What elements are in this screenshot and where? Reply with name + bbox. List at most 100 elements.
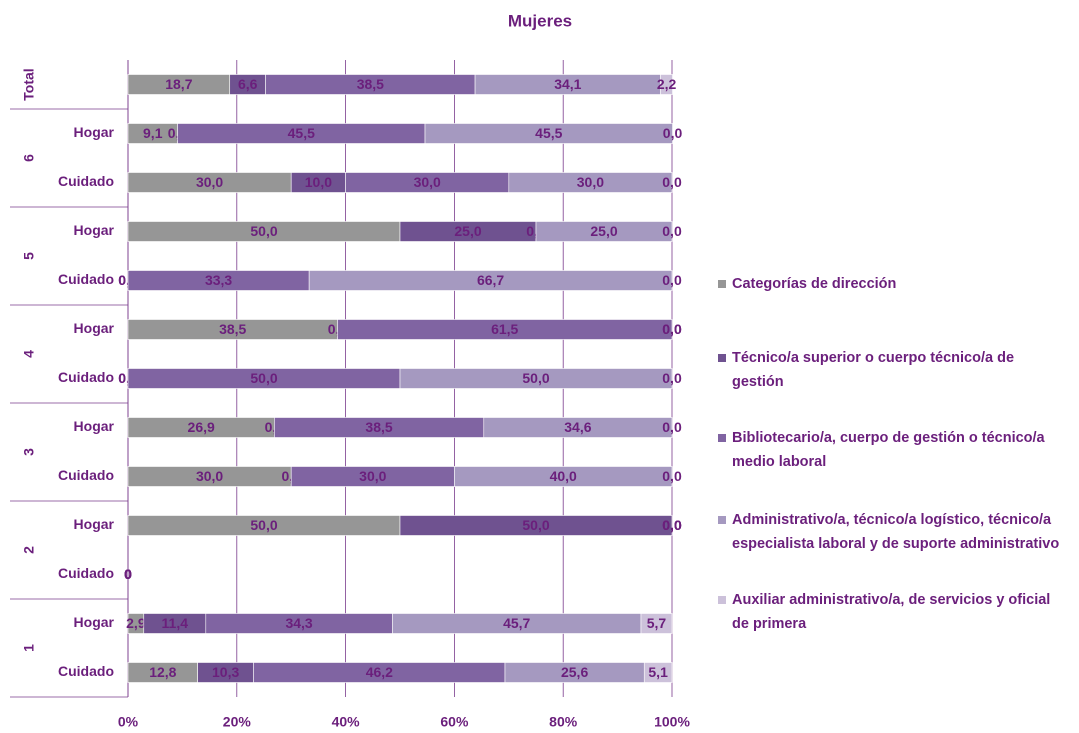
value-label: 25,6 (561, 664, 588, 680)
y-tick-label: Cuidado (58, 565, 114, 581)
value-label: 38,5 (219, 321, 246, 337)
legend-label: Auxiliar administrativo/a, de servicios … (732, 592, 1051, 632)
value-label: 2,2 (657, 76, 677, 92)
y-tick-label: Cuidado (58, 467, 114, 483)
value-label: 0,0 (662, 223, 682, 239)
value-label: 45,5 (535, 125, 562, 141)
value-label: 0,0 (662, 272, 682, 288)
value-label: 50,0 (250, 517, 277, 533)
legend-item: Administrativo/a, técnico/a logístico, t… (718, 508, 1068, 556)
value-label: 45,5 (288, 125, 315, 141)
legend-label: Categorías de dirección (732, 276, 897, 292)
bar-segment (399, 368, 673, 389)
legend-item: Técnico/a superior o cuerpo técnico/a de… (718, 346, 1068, 394)
value-label: 9,1 (143, 125, 163, 141)
group-label: 1 (21, 644, 37, 652)
y-tick-label: Hogar (74, 516, 115, 532)
bar-segment (643, 662, 673, 683)
value-label: 0,0 (662, 517, 682, 533)
value-label: 66,7 (477, 272, 504, 288)
value-label: 33,3 (205, 272, 232, 288)
bar-segment (308, 270, 673, 291)
value-label: 26,9 (188, 419, 215, 435)
x-tick-label: 60% (440, 714, 469, 730)
x-tick-label: 100% (654, 714, 690, 730)
bar-segment (660, 74, 673, 95)
value-label: 0,0 (662, 321, 682, 337)
value-label: 30,0 (414, 174, 441, 190)
value-label: 45,7 (503, 615, 530, 631)
value-label: 0,0 (662, 321, 682, 337)
x-tick-label: 80% (549, 714, 578, 730)
chart-title: Mujeres (508, 11, 572, 30)
value-label: 40,0 (550, 468, 577, 484)
value-label: 2,9 (126, 615, 146, 631)
legend-swatch (718, 434, 726, 442)
legend-item: Bibliotecario/a, cuerpo de gestión o téc… (718, 426, 1068, 474)
value-label: 0,0 (662, 419, 682, 435)
value-label: 50,0 (522, 370, 549, 386)
bar-segment (640, 613, 673, 634)
value-label: 0,0 (662, 370, 682, 386)
bar-segment (508, 172, 673, 193)
value-label: 25,0 (454, 223, 481, 239)
legend-item: Auxiliar administrativo/a, de servicios … (718, 588, 1068, 636)
value-label: 50,0 (250, 223, 277, 239)
value-label: 38,5 (357, 76, 384, 92)
value-label: 0,0 (662, 174, 682, 190)
y-tick-label: Hogar (74, 222, 115, 238)
value-label: 0 (124, 566, 132, 582)
value-label: 12,8 (149, 664, 176, 680)
y-tick-label: Cuidado (58, 173, 114, 189)
value-label: 50,0 (522, 517, 549, 533)
value-label: 30,0 (577, 174, 604, 190)
legend-label: Técnico/a superior o cuerpo técnico/a de… (732, 350, 1015, 390)
group-label: 6 (21, 154, 37, 162)
legend-item: Categorías de dirección (718, 272, 1068, 296)
group-label: 2 (21, 546, 37, 554)
value-label: 0,0 (662, 517, 682, 533)
legend-label: Bibliotecario/a, cuerpo de gestión o téc… (732, 430, 1045, 470)
y-tick-label: Hogar (74, 320, 115, 336)
value-label: 0 (124, 566, 132, 582)
value-label: 0 (124, 566, 132, 582)
legend-swatch (718, 354, 726, 362)
legend-swatch (718, 596, 726, 604)
bar-segment (424, 123, 673, 144)
value-label: 38,5 (365, 419, 392, 435)
value-label: 6,6 (238, 76, 258, 92)
legend-swatch (718, 280, 726, 288)
value-label: 10,3 (212, 664, 239, 680)
value-label: 30,0 (196, 468, 223, 484)
value-label: 34,1 (554, 76, 581, 92)
y-tick-label: Cuidado (58, 271, 114, 287)
value-label: 46,2 (366, 664, 393, 680)
value-label: 11,4 (162, 615, 189, 631)
bar-segment (337, 319, 673, 340)
group-label: 4 (21, 350, 37, 358)
group-label: 5 (21, 252, 37, 260)
value-label: 30,0 (359, 468, 386, 484)
bar-segment (483, 417, 673, 438)
value-label: 5,1 (648, 664, 668, 680)
y-tick-label: Hogar (74, 614, 115, 630)
value-label: 5,7 (647, 615, 667, 631)
x-tick-label: 20% (223, 714, 252, 730)
value-label: 0,0 (662, 517, 682, 533)
y-tick-label: Hogar (74, 418, 115, 434)
value-label: 0 (124, 566, 132, 582)
value-label: 25,0 (590, 223, 617, 239)
legend-swatch (718, 516, 726, 524)
value-label: 50,0 (250, 370, 277, 386)
value-label: 34,3 (285, 615, 312, 631)
legend-label: Administrativo/a, técnico/a logístico, t… (732, 512, 1060, 552)
group-label: 3 (21, 448, 37, 456)
value-label: 0,0 (663, 125, 683, 141)
value-label: 18,7 (165, 76, 192, 92)
value-label: 61,5 (491, 321, 518, 337)
value-label: 0,0 (662, 468, 682, 484)
y-tick-label: Hogar (74, 124, 115, 140)
y-tick-label: Cuidado (58, 369, 114, 385)
